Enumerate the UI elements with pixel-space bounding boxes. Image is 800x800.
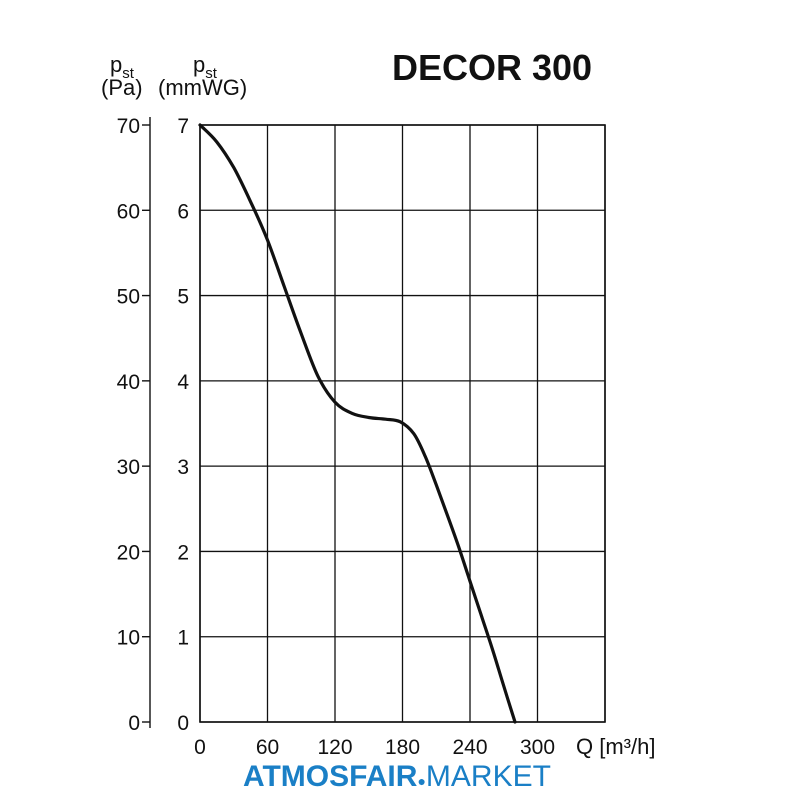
y-inner-tick-label: 6 xyxy=(177,200,189,223)
y-outer-tick-label: 50 xyxy=(117,286,140,309)
x-axis-label: Q [m³/h] xyxy=(576,734,655,759)
y-outer-tick-label: 20 xyxy=(117,541,140,564)
y-outer-label-unit: (Pa) xyxy=(101,75,143,100)
series-line xyxy=(198,123,517,724)
y-outer-tick-label: 60 xyxy=(117,200,140,223)
y-outer-tick-label: 30 xyxy=(117,456,140,479)
y-outer-tick-label: 70 xyxy=(117,115,140,138)
watermark: ATMOSFAIR●MARKET xyxy=(243,760,551,793)
grid xyxy=(199,124,606,723)
x-tick-label: 300 xyxy=(520,736,555,759)
y-inner-tick-label: 5 xyxy=(177,286,189,309)
watermark-text: ATMOSFAIR●MARKET xyxy=(243,760,551,793)
watermark-dot: ● xyxy=(417,773,425,789)
y-inner-label-unit: (mmWG) xyxy=(158,75,247,100)
y-outer-tick-label: 0 xyxy=(128,712,140,735)
x-tick-label: 60 xyxy=(256,736,279,759)
y-outer-tick-label: 40 xyxy=(117,371,140,394)
y-inner-label-symbol: pst xyxy=(193,52,218,82)
y-outer-axis xyxy=(142,117,151,728)
x-tick-label: 120 xyxy=(317,736,352,759)
y-inner-tick-label: 3 xyxy=(177,456,189,479)
y-inner-tick-label: 1 xyxy=(177,627,189,650)
y-inner-tick-label: 4 xyxy=(177,371,189,394)
chart-title: DECOR 300 xyxy=(392,47,592,88)
y-inner-tick-label: 7 xyxy=(177,115,189,138)
y-inner-tick-label: 2 xyxy=(177,541,189,564)
y-inner-tick-label: 0 xyxy=(177,712,189,735)
x-tick-label: 240 xyxy=(452,736,487,759)
y-outer-label-symbol: pst xyxy=(110,52,135,82)
x-tick-label: 0 xyxy=(194,736,206,759)
y-outer-tick-label: 10 xyxy=(117,627,140,650)
x-tick-label: 180 xyxy=(385,736,420,759)
